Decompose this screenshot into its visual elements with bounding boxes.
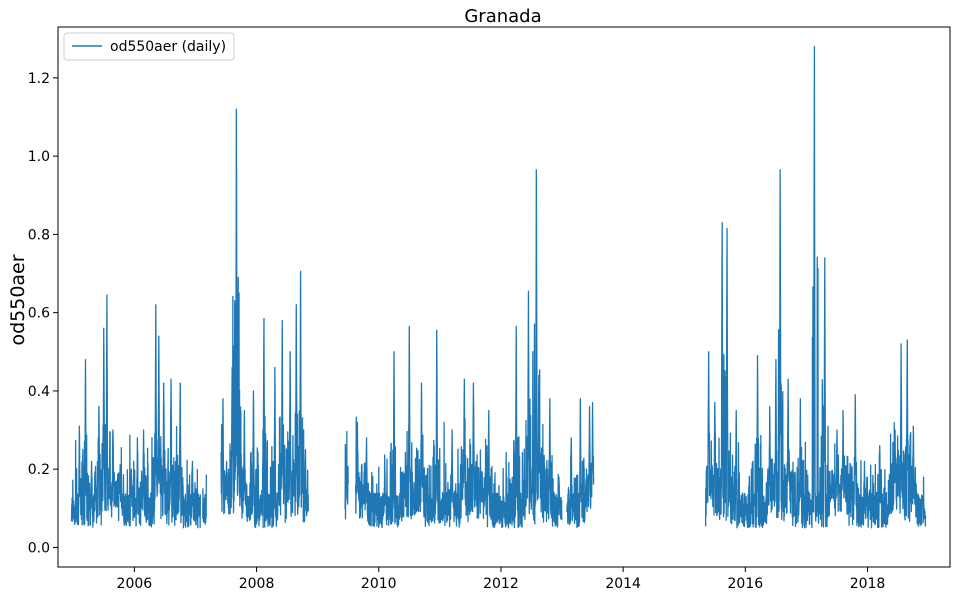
x-tick-label: 2014 (605, 576, 641, 592)
chart-title: Granada (464, 6, 541, 27)
series-line-segment (202, 474, 207, 525)
series-line-segment (70, 294, 201, 529)
y-tick-label: 0.8 (28, 227, 50, 243)
series-line-segment (344, 430, 349, 520)
y-tick-label: 0.4 (28, 384, 50, 400)
legend-box (63, 32, 235, 61)
series-line-segment (566, 398, 595, 529)
y-tick-label: 0.0 (28, 540, 50, 556)
y-tick-label: 1.0 (28, 149, 50, 165)
x-tick-label: 2010 (361, 576, 397, 592)
x-tick-label: 2008 (239, 576, 275, 592)
x-axis: 2006 2008 2010 2012 2014 2016 2018 (117, 567, 886, 592)
x-tick-label: 2016 (728, 576, 764, 592)
x-tick-label: 2012 (483, 576, 519, 592)
x-tick-label: 2006 (117, 576, 153, 592)
legend-label: od550aer (daily) (110, 39, 226, 55)
legend: od550aer (daily) (63, 32, 235, 61)
x-tick-label: 2018 (850, 576, 886, 592)
series-line-segment (704, 45, 927, 529)
plot-frame (57, 26, 951, 568)
y-axis: 0.0 0.2 0.4 0.6 0.8 1.0 1.2 (28, 71, 58, 556)
series-line-segment (220, 108, 309, 529)
y-tick-label: 1.2 (28, 71, 50, 87)
y-axis-label: od550aer (7, 254, 29, 345)
series-layer (70, 45, 927, 529)
y-tick-label: 0.2 (28, 462, 50, 478)
y-tick-label: 0.6 (28, 306, 50, 322)
plot-area: 2006 2008 2010 2012 2014 2016 2018 0.00.20.40.… (28, 26, 951, 592)
series-line-segment (354, 169, 563, 529)
